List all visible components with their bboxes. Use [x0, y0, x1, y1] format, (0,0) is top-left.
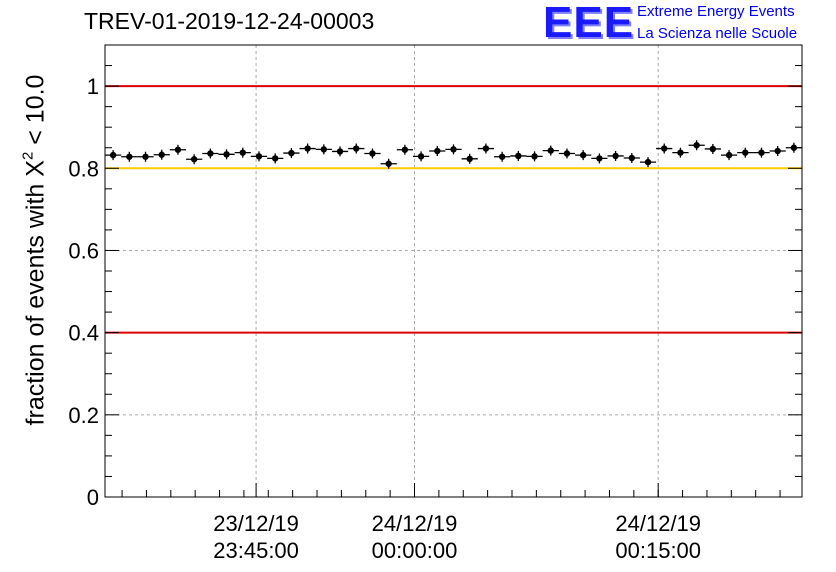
data-point [644, 158, 652, 166]
data-point [434, 147, 441, 155]
y-axis-label-main: fraction of events with X [21, 160, 50, 426]
data-point [288, 149, 295, 157]
y-tick-label: 0.2 [68, 403, 99, 428]
data-point [417, 153, 425, 160]
plot-frame [104, 44, 803, 498]
data-point [255, 153, 263, 160]
data-point [709, 145, 717, 153]
data-point [207, 150, 214, 157]
data-point [742, 149, 749, 156]
data-point [482, 145, 490, 152]
x-tick-label-time: 00:00:00 [372, 538, 458, 563]
data-point [612, 152, 619, 160]
data-point [271, 155, 279, 162]
x-tick-label-date: 24/12/19 [615, 511, 701, 536]
data-point [774, 147, 781, 155]
logo-line-1: Extreme Energy Events [637, 3, 795, 20]
data-point [563, 150, 571, 157]
data-point [353, 145, 360, 152]
data-point [369, 150, 376, 157]
x-tick-label-time: 00:15:00 [615, 538, 701, 563]
data-point [158, 151, 165, 158]
data-point [596, 155, 603, 162]
data-point [498, 153, 506, 160]
y-tick-label: 1 [87, 74, 99, 99]
data-point [336, 148, 344, 155]
data-point [174, 146, 182, 153]
data-point [190, 156, 198, 163]
data-point [450, 146, 457, 153]
y-tick-label: 0.8 [68, 156, 99, 181]
y-tick-label: 0.4 [68, 321, 99, 346]
data-point [579, 151, 587, 159]
data-point [320, 146, 328, 153]
data-point [661, 145, 668, 152]
data-point [693, 142, 700, 149]
chart-title: TREV-01-2019-12-24-00003 [84, 8, 375, 34]
data-point [223, 151, 230, 158]
data-point [109, 151, 117, 159]
data-point [628, 154, 636, 162]
logo-line-2: La Scienza nelle Scuole [637, 25, 798, 42]
data-point [725, 151, 733, 159]
y-axis-label: fraction of events with X2 < 10.0 [19, 74, 50, 426]
data-point [385, 160, 392, 167]
data-point [790, 144, 798, 151]
data-point [466, 155, 473, 163]
data-point [515, 152, 522, 160]
y-axis-label-sup: 2 [19, 151, 37, 161]
data-point [401, 146, 409, 153]
data-point [531, 153, 538, 160]
data-point [304, 145, 311, 152]
x-tick-label-date: 24/12/19 [372, 511, 458, 536]
y-axis-label-tail: < 10.0 [21, 74, 50, 152]
x-tick-label-date: 23/12/19 [213, 511, 299, 536]
data-point [142, 153, 149, 160]
data-point [239, 149, 246, 156]
data-point [758, 149, 765, 156]
y-tick-label: 0.6 [68, 238, 99, 263]
y-tick-label: 0 [87, 485, 99, 510]
data-point [677, 149, 684, 156]
data-point [126, 153, 133, 160]
eee-logo: EEE [543, 0, 635, 47]
data-point [547, 147, 554, 154]
x-tick-label-time: 23:45:00 [213, 538, 299, 563]
